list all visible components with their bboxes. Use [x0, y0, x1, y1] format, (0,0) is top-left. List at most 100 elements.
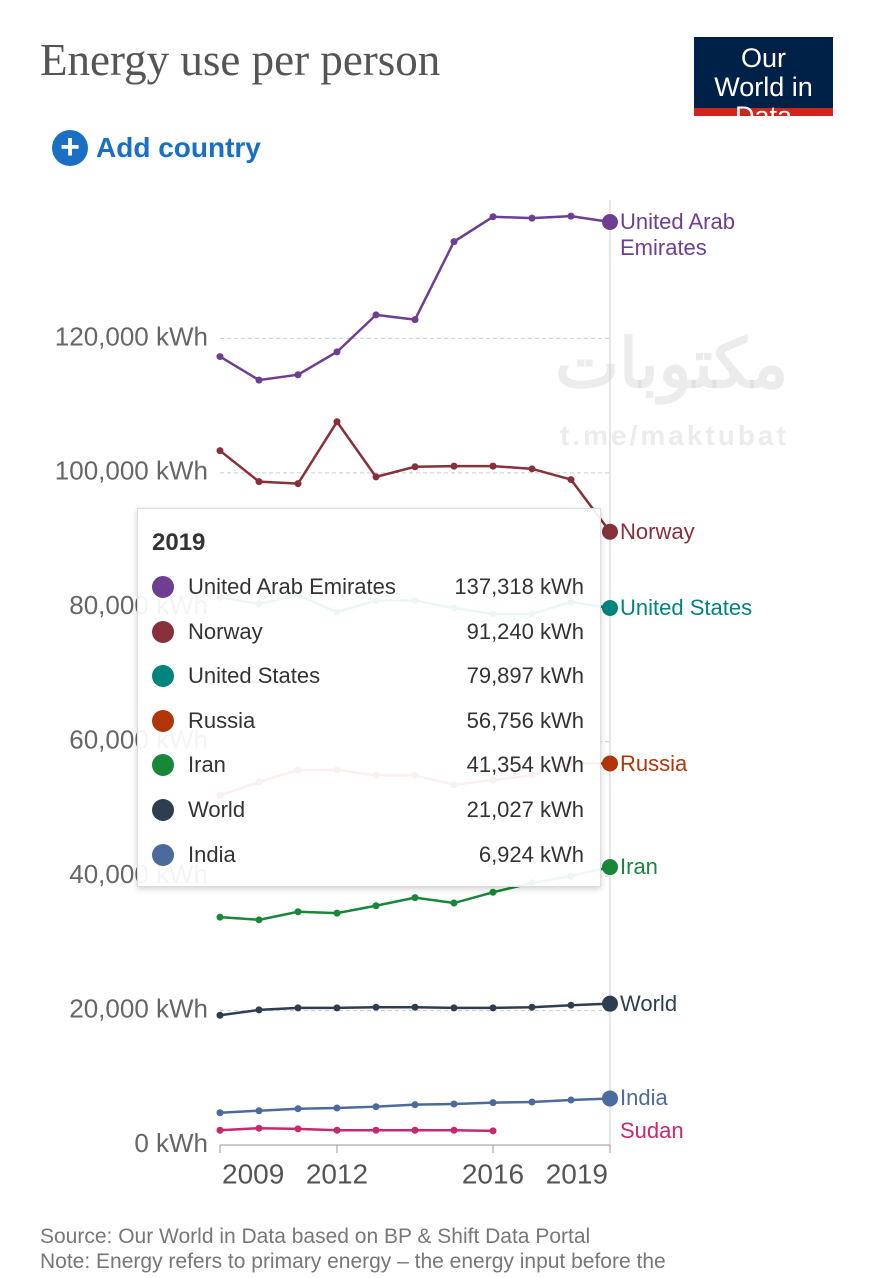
- data-point: [333, 1104, 341, 1112]
- add-country-label: Add country: [96, 132, 261, 163]
- data-point: [602, 755, 618, 772]
- series-label: United Arab Emirates: [620, 209, 735, 261]
- tooltip-row: Russia 56,756 kWh: [152, 706, 584, 736]
- data-point: [333, 348, 341, 356]
- series-label: Russia: [620, 750, 688, 776]
- data-point: [255, 1006, 263, 1014]
- series-label: World: [620, 990, 678, 1016]
- data-point: [489, 462, 497, 470]
- add-country-button[interactable]: + Add country: [52, 130, 261, 166]
- legend-dot: [152, 799, 174, 821]
- data-point: [333, 909, 341, 917]
- data-point: [216, 1126, 224, 1134]
- data-point: [602, 1090, 618, 1107]
- data-point: [602, 859, 618, 876]
- data-point: [528, 214, 536, 222]
- tooltip-name: World: [188, 797, 246, 822]
- series-label: Norway: [620, 518, 695, 544]
- data-point: [333, 1004, 341, 1012]
- tooltip-row: Iran 41,354 kWh: [152, 750, 584, 780]
- data-point: [567, 476, 575, 484]
- data-point: [602, 599, 618, 616]
- x-tick-label: 2009: [222, 1158, 284, 1189]
- tooltip-name: Norway: [188, 618, 263, 644]
- y-tick-label: 100,000 kWh: [55, 456, 208, 486]
- data-point: [567, 1096, 575, 1104]
- tooltip-row: United Arab Emirates 137,318 kWh: [152, 572, 584, 602]
- data-point: [255, 1124, 263, 1132]
- note: Note: Energy refers to primary energy – …: [40, 1250, 666, 1273]
- data-point: [528, 465, 536, 473]
- data-point: [294, 371, 302, 379]
- data-point: [602, 214, 618, 231]
- series-label: United States: [620, 594, 753, 620]
- data-point: [489, 213, 497, 221]
- data-point: [528, 1003, 536, 1011]
- x-tick-label: 2016: [462, 1158, 524, 1189]
- data-point: [489, 888, 497, 896]
- x-tick-label: 2012: [306, 1158, 368, 1189]
- legend-dot: [152, 843, 174, 866]
- data-point: [489, 1127, 497, 1135]
- legend-dot: [152, 620, 174, 643]
- data-point: [411, 316, 419, 324]
- data-point: [602, 995, 618, 1012]
- data-point: [372, 1103, 380, 1111]
- data-point: [294, 1105, 302, 1113]
- logo[interactable]: Our World in Data: [694, 37, 833, 131]
- data-point: [372, 902, 380, 910]
- y-tick-label: 20,000 kWh: [69, 993, 208, 1023]
- tooltip-name: United States: [188, 663, 321, 689]
- data-point: [450, 1004, 458, 1012]
- data-point: [567, 1001, 575, 1009]
- data-point: [216, 913, 224, 921]
- tooltip: 2019 United Arab Emirates 137,318 kWh Norwa…: [137, 508, 601, 887]
- data-point: [255, 376, 263, 384]
- data-point: [450, 238, 458, 246]
- tooltip-name: United Arab Emirates: [188, 574, 396, 599]
- data-point: [333, 418, 341, 426]
- tooltip-name: India: [188, 841, 236, 867]
- data-point: [372, 311, 380, 319]
- tooltip-year: 2019: [152, 529, 206, 556]
- tooltip-value: 41,354 kWh: [466, 752, 584, 778]
- legend-dot: [152, 665, 174, 688]
- data-point: [450, 1100, 458, 1108]
- data-point: [489, 1099, 497, 1107]
- data-point: [411, 894, 419, 902]
- tooltip-row: World 21,027 kWh: [152, 795, 584, 825]
- series-line: [219, 214, 611, 382]
- series-label: Sudan: [620, 1117, 684, 1143]
- data-point: [255, 916, 263, 924]
- data-point: [216, 353, 224, 361]
- data-point: [333, 1126, 341, 1134]
- data-point: [216, 1011, 224, 1019]
- data-point: [294, 1004, 302, 1012]
- data-point: [528, 1098, 536, 1106]
- tooltip-value: 6,924 kWh: [478, 841, 584, 867]
- watermark: t.me/maktubat: [560, 420, 789, 451]
- data-point: [216, 447, 224, 455]
- tooltip-row: India 6,924 kWh: [152, 840, 584, 870]
- tooltip-row: United States 79,897 kWh: [152, 661, 584, 691]
- tooltip-row: Norway 91,240 kWh: [152, 617, 584, 647]
- data-point: [255, 1107, 263, 1115]
- logo-text: Our World in Data: [714, 43, 813, 131]
- title: Energy use per person: [40, 35, 441, 85]
- data-point: [450, 899, 458, 907]
- data-point: [294, 908, 302, 916]
- data-point: [294, 1125, 302, 1133]
- data-point: [602, 523, 618, 540]
- data-point: [489, 1004, 497, 1012]
- series-label: Iran: [620, 854, 658, 880]
- data-point: [450, 1126, 458, 1134]
- series-line: [219, 1126, 494, 1133]
- data-point: [372, 1126, 380, 1134]
- data-point: [411, 1101, 419, 1109]
- legend-dot: [152, 754, 174, 777]
- tooltip-value: 137,318 kWh: [454, 574, 584, 599]
- tooltip-value: 91,240 kWh: [466, 618, 584, 644]
- data-point: [372, 1003, 380, 1011]
- data-point: [567, 212, 575, 220]
